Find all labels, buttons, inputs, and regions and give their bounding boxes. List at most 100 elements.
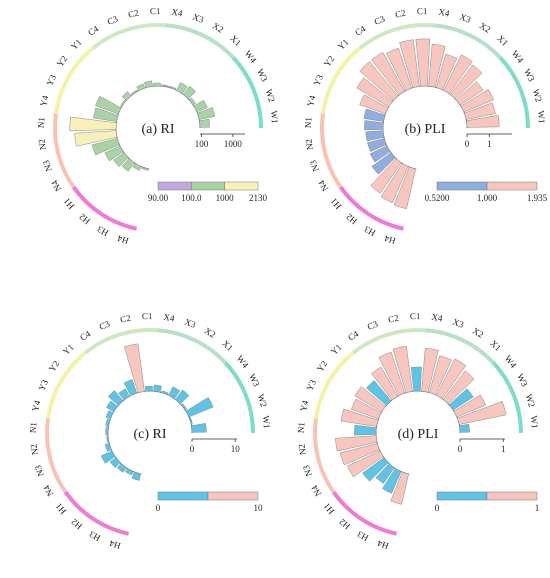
- legend-tick-label: 1000: [216, 193, 235, 203]
- panel-b-title: (b) PLI: [405, 122, 446, 137]
- category-label: W4: [235, 353, 251, 370]
- category-label: Y1: [69, 37, 84, 52]
- bar-W4: [180, 403, 188, 411]
- category-label: W3: [247, 372, 262, 389]
- category-label: Y4: [305, 94, 317, 108]
- group-ring-N: [313, 418, 336, 494]
- category-label: N1: [296, 422, 306, 433]
- category-label: H1: [54, 501, 69, 516]
- bar-C3: [123, 379, 138, 397]
- category-label: C2: [387, 313, 399, 325]
- group-ring-N: [320, 113, 343, 189]
- category-label: X2: [478, 21, 493, 35]
- category-label: W1: [269, 110, 280, 124]
- bar-N3: [91, 138, 120, 156]
- bar-X4: [153, 384, 162, 393]
- legend-tick-label: 2130: [249, 193, 268, 203]
- bar-W3: [193, 99, 208, 113]
- category-label: Y4: [298, 399, 310, 413]
- bar-H2: [116, 463, 127, 473]
- bar-N4: [104, 145, 124, 162]
- category-label: X3: [191, 12, 205, 25]
- category-label: H1: [62, 196, 77, 211]
- bar-N2: [335, 435, 378, 452]
- bar-X2: [436, 358, 467, 400]
- bar-H3: [380, 163, 409, 204]
- bar-H3: [132, 163, 142, 171]
- bar-C2: [399, 39, 420, 89]
- bar-Y1: [121, 91, 132, 101]
- bar-C1: [153, 82, 161, 87]
- bar-H3: [124, 468, 134, 476]
- bar-Y2: [120, 99, 126, 108]
- category-label: W4: [503, 353, 519, 370]
- bar-N4: [347, 450, 384, 478]
- bar-Y1: [107, 390, 124, 406]
- group-ring-N: [45, 418, 68, 494]
- category-label: W3: [522, 67, 537, 84]
- bar-C2: [144, 80, 153, 89]
- category-label: W2: [264, 88, 277, 103]
- group-ring-C: [83, 328, 158, 355]
- bar-Y4: [93, 107, 119, 122]
- category-label: C3: [366, 318, 380, 331]
- category-label: Y3: [304, 378, 318, 393]
- category-label: H2: [344, 212, 359, 227]
- category-label: C4: [346, 328, 361, 342]
- group-ring-X: [157, 328, 227, 365]
- category-label: Y2: [55, 54, 69, 69]
- bar-Y3: [359, 94, 389, 115]
- bar-Y3: [105, 410, 114, 420]
- category-label: W2: [524, 393, 537, 408]
- bar-W1: [191, 423, 207, 433]
- bar-W1: [459, 423, 470, 433]
- bar-H1: [371, 152, 396, 175]
- category-label: W3: [515, 372, 530, 389]
- bar-N2: [365, 130, 385, 142]
- group-ring-H: [338, 185, 405, 231]
- category-label: H3: [355, 529, 370, 543]
- bar-W4: [188, 97, 197, 106]
- bar-X2: [168, 386, 181, 400]
- group-ring-Y: [46, 351, 87, 419]
- category-label: C4: [78, 328, 93, 342]
- category-label: N4: [309, 483, 323, 498]
- category-label: C1: [142, 311, 153, 321]
- legend-swatch: [191, 181, 225, 191]
- category-label: C3: [98, 318, 112, 331]
- group-ring-W: [231, 56, 263, 129]
- legend-tick-label: 1.000: [477, 193, 498, 203]
- bar-C4: [130, 89, 138, 96]
- group-ring-H: [71, 185, 138, 231]
- axis-tick-label: 10: [231, 444, 241, 454]
- category-label: W4: [510, 48, 526, 65]
- bar-N4: [369, 145, 391, 163]
- legend-tick-label: 0.5200: [425, 193, 450, 203]
- bar-H2: [121, 158, 135, 172]
- category-label: X3: [458, 12, 472, 25]
- legend-tick-label: 0: [156, 503, 161, 513]
- group-ring-N: [53, 113, 76, 189]
- category-label: C4: [86, 23, 101, 37]
- legend-tick-label: 10: [254, 503, 264, 513]
- category-label: Y4: [30, 399, 42, 413]
- bar-Y2: [354, 386, 386, 413]
- category-label: C3: [373, 13, 387, 26]
- bar-C4: [370, 366, 398, 401]
- category-label: X4: [163, 312, 176, 324]
- bar-X4: [161, 84, 169, 88]
- bar-Y1: [359, 61, 399, 101]
- category-label: Y2: [322, 54, 336, 69]
- panel-c-title: (c) RI: [133, 427, 166, 442]
- axis-tick-label: 0: [190, 444, 195, 454]
- legend-tick-label: 1: [535, 503, 540, 513]
- category-label: H2: [337, 517, 352, 532]
- bar-H4: [390, 471, 409, 505]
- bar-C1: [415, 38, 431, 87]
- bar-H2: [370, 158, 402, 194]
- category-label: X1: [495, 33, 510, 48]
- bar-C2: [123, 343, 145, 394]
- bar-W2: [463, 102, 496, 120]
